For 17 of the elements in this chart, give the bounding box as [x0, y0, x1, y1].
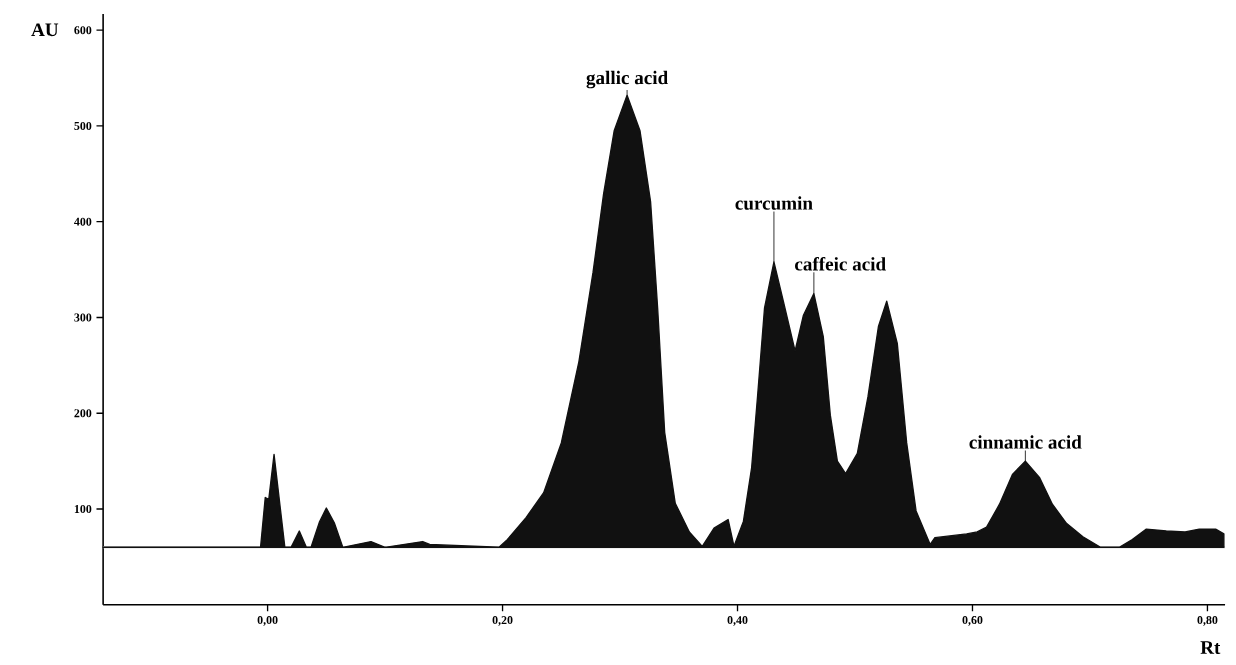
y-tick-label: 300 [74, 313, 92, 322]
annotation: gallic acid [586, 70, 668, 89]
x-tick-label: 0,00 [257, 615, 278, 626]
annotation: cinnamic acid [969, 435, 1082, 449]
y-tick-label: 400 [74, 217, 92, 226]
y-tick-label: 100 [74, 504, 92, 513]
y-tick-label: 200 [74, 408, 92, 418]
y-tick-label: 600 [74, 25, 92, 35]
x-axis-title: Rt [1200, 641, 1221, 654]
x-tick-label: 0,40 [727, 615, 748, 626]
x-tick-label: 0,20 [492, 615, 513, 626]
y-tick-label: 500 [74, 121, 92, 130]
y-axis-title: AU [31, 23, 59, 37]
annotation: curcumin [735, 196, 813, 210]
x-tick-label: 0,60 [962, 615, 983, 626]
x-tick-label: 0,80 [1197, 615, 1218, 626]
annotation: caffeic acid [795, 256, 886, 271]
